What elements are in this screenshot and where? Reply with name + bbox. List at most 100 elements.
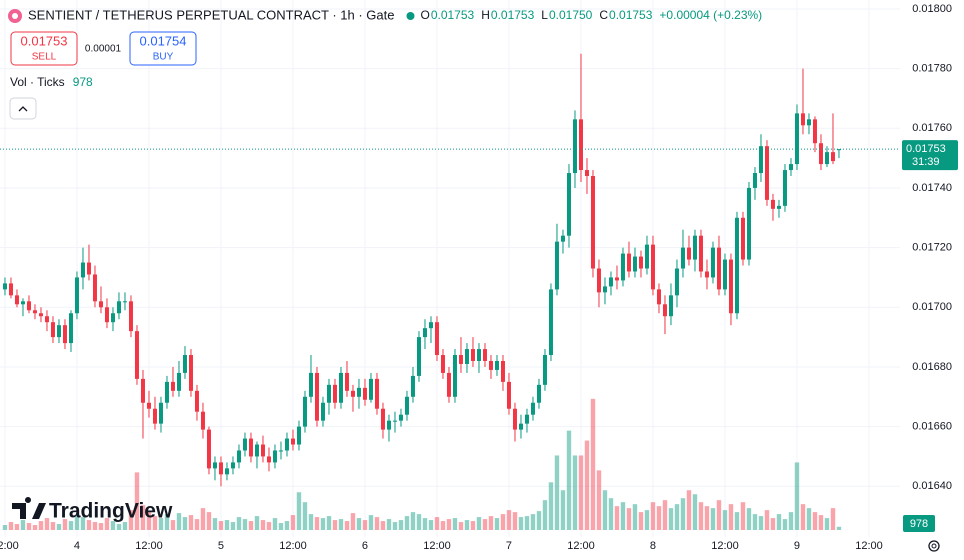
sell-button[interactable]: [10, 31, 78, 66]
volume-bar: [146, 512, 152, 530]
volume-bar: [254, 516, 260, 530]
volume-bar: [434, 517, 440, 530]
volume-bar: [788, 512, 794, 530]
volume-bar: [296, 492, 302, 530]
candle-body: [830, 152, 835, 162]
volume-bar: [764, 510, 770, 530]
volume-layer: [2, 398, 842, 530]
volume-bar: [452, 518, 458, 530]
candle-body: [650, 244, 655, 290]
candle-body: [494, 360, 499, 370]
volume-bar: [500, 514, 506, 530]
axes-layer: 0.01640 0.01660 0.01680 0.01700 0.01720 0.017…: [0, 3, 958, 552]
volume-bar: [368, 515, 374, 530]
candle-body: [704, 271, 709, 278]
volume-bar: [494, 518, 500, 530]
volume-bar: [206, 512, 212, 530]
volume-bar: [350, 513, 356, 530]
settings-icon-inner: [931, 543, 937, 549]
volume-bar: [236, 517, 242, 530]
volume-bar: [836, 526, 842, 530]
candle-body: [512, 408, 517, 430]
volume-bar: [722, 510, 728, 530]
candle-body: [194, 390, 199, 412]
candle-body: [116, 301, 121, 314]
y-tick-label: 0.01740: [912, 182, 952, 194]
y-tick-label: 0.01800: [912, 3, 952, 15]
candle-body: [566, 173, 571, 236]
candle-body: [560, 235, 565, 242]
candle-body: [800, 113, 805, 126]
volume-bar: [728, 504, 734, 530]
candle-body: [728, 259, 733, 314]
candle-body: [506, 381, 511, 409]
candle-body: [110, 313, 115, 323]
volume-bar: [176, 513, 182, 530]
candle-body: [200, 411, 205, 430]
candle-body: [422, 328, 427, 338]
volume-bar: [122, 522, 128, 530]
watermark: TradingView: [49, 500, 173, 523]
candle-body: [524, 414, 529, 424]
volume-bar: [8, 522, 14, 530]
candle-body: [518, 423, 523, 430]
volume-bar: [734, 512, 740, 530]
candle-body: [806, 119, 811, 126]
ohlc-key: C: [599, 8, 608, 22]
volume-legend-value: 978: [73, 75, 93, 89]
volume-bar: [548, 482, 554, 530]
candle-body: [680, 247, 685, 269]
candle-body: [176, 372, 181, 391]
candle-body: [356, 387, 361, 397]
x-tick-label: 12:00: [279, 540, 307, 552]
candle-body: [686, 247, 691, 260]
candle-body: [134, 331, 139, 379]
volume-bar: [44, 518, 50, 530]
candle-body: [824, 152, 829, 165]
overlay: SENTIENT / TETHERUS PERPETUAL CONTRACT ·…: [8, 7, 940, 552]
candle-body: [374, 378, 379, 409]
volume-bar: [110, 521, 116, 530]
candle-body: [632, 256, 637, 272]
volume-bar: [356, 518, 362, 530]
symbol-icon-inner: [12, 13, 18, 19]
candle-body: [2, 283, 7, 290]
candle-body: [44, 316, 49, 323]
candle-body: [362, 387, 367, 400]
x-tick-label: 9: [794, 540, 800, 552]
candle-layer: [2, 53, 841, 487]
logo-icon: [12, 496, 46, 519]
volume-bar: [680, 498, 686, 530]
candle-body: [188, 355, 193, 391]
volume-bar: [416, 514, 422, 530]
candle-body: [476, 349, 481, 361]
candle-body: [260, 444, 265, 457]
candle-body: [296, 426, 301, 445]
candle-body: [170, 381, 175, 391]
volume-bar: [38, 521, 44, 530]
y-tick-label: 0.01760: [912, 122, 952, 134]
candle-body: [386, 420, 391, 430]
volume-bar: [716, 500, 722, 530]
candle-body: [68, 313, 73, 344]
candle-body: [794, 113, 799, 165]
candle-body: [62, 325, 67, 344]
volume-bar: [326, 516, 332, 530]
candle-body: [458, 355, 463, 364]
x-tick-label: 6: [362, 540, 368, 552]
settings-icon[interactable]: [928, 540, 940, 552]
volume-bar: [422, 518, 428, 530]
buy-price: 0.01754: [140, 33, 187, 48]
candle-body: [242, 438, 247, 451]
volume-bar: [542, 500, 548, 530]
candle-body: [158, 402, 163, 424]
volume-value-label: 978: [910, 518, 928, 530]
candle-body: [320, 402, 325, 421]
candle-body: [602, 286, 607, 293]
volume-bar: [752, 514, 758, 530]
volume-bar: [428, 520, 434, 530]
buy-button[interactable]: [129, 31, 197, 66]
candle-body: [266, 456, 271, 463]
collapse-button[interactable]: [9, 97, 37, 120]
